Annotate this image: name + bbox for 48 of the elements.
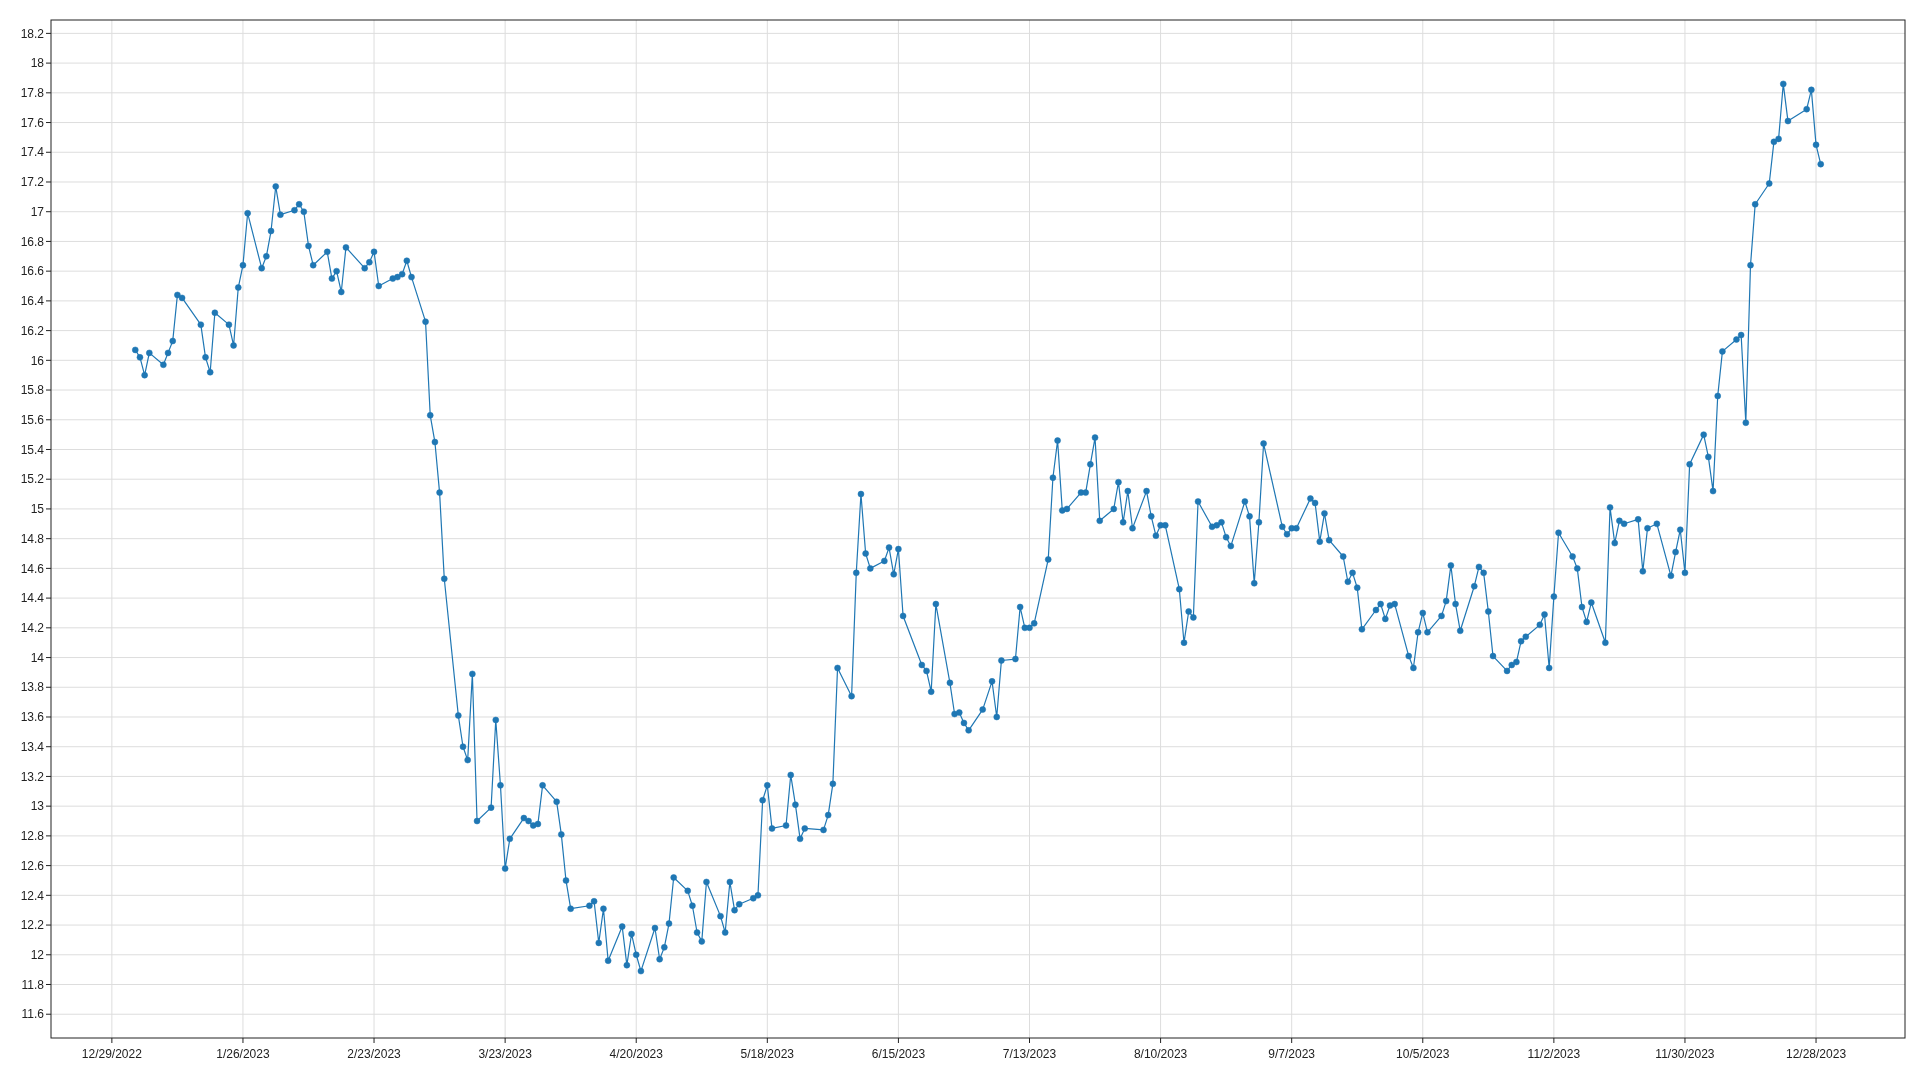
y-tick-label: 11.8	[21, 977, 45, 992]
y-tick-label: 16	[30, 353, 45, 368]
y-tick-label: 13.6	[20, 710, 45, 725]
x-tick-label: 8/10/2023	[1133, 1047, 1188, 1061]
x-tick-label: 12/28/2023	[1786, 1047, 1847, 1061]
x-tick-label: 12/29/2022	[81, 1047, 143, 1061]
y-tick-label: 16.4	[20, 294, 45, 309]
y-tick-label: 17.6	[20, 115, 45, 130]
y-tick-label: 12.8	[20, 829, 45, 844]
y-tick-label: 17.8	[20, 86, 45, 101]
y-tick-label: 16.8	[20, 234, 45, 249]
y-tick-label: 14.6	[20, 561, 45, 576]
y-tick-label: 17	[30, 204, 45, 219]
x-tick-label: 1/26/2023	[216, 1047, 270, 1061]
y-tick-label: 18	[30, 56, 45, 71]
y-tick-label: 14	[30, 650, 45, 665]
y-tick-label: 13.2	[20, 769, 45, 784]
x-tick-label: 7/13/2023	[1002, 1047, 1057, 1061]
x-tick-label: 11/2/2023	[1527, 1047, 1581, 1061]
y-tick-label: 18.2	[20, 26, 45, 41]
y-tick-label: 12.4	[20, 888, 45, 903]
x-tick-label: 3/23/2023	[478, 1047, 533, 1061]
y-tick-label: 15.2	[20, 472, 45, 487]
y-tick-label: 17.4	[20, 145, 45, 160]
y-tick-label: 16.6	[20, 264, 45, 279]
x-tick-label: 11/30/2023	[1655, 1047, 1715, 1061]
y-tick-label: 12	[30, 947, 45, 962]
y-tick-label: 11.6	[21, 1007, 45, 1022]
y-tick-label: 12.6	[20, 858, 45, 873]
y-tick-label: 13.8	[20, 680, 45, 695]
y-tick-label: 15	[30, 502, 45, 517]
y-tick-label: 15.4	[20, 442, 45, 457]
y-tick-label: 13.4	[20, 739, 45, 754]
y-tick-label: 14.4	[20, 591, 45, 606]
y-tick-label: 14.2	[20, 621, 45, 636]
y-tick-label: 15.8	[20, 383, 45, 398]
x-tick-label: 10/5/2023	[1396, 1047, 1450, 1061]
x-tick-label: 5/18/2023	[740, 1047, 795, 1061]
y-tick-label: 12.2	[20, 918, 45, 933]
x-tick-label: 4/20/2023	[609, 1047, 664, 1061]
y-tick-label: 15.6	[20, 412, 45, 427]
y-tick-label: 13	[30, 799, 45, 814]
x-tick-label: 9/7/2023	[1268, 1047, 1316, 1061]
x-tick-label: 2/23/2023	[347, 1047, 402, 1061]
x-tick-label: 6/15/2023	[871, 1047, 926, 1061]
y-tick-label: 17.2	[20, 175, 45, 190]
y-tick-label: 14.8	[20, 531, 45, 546]
y-tick-label: 16.2	[20, 323, 45, 338]
